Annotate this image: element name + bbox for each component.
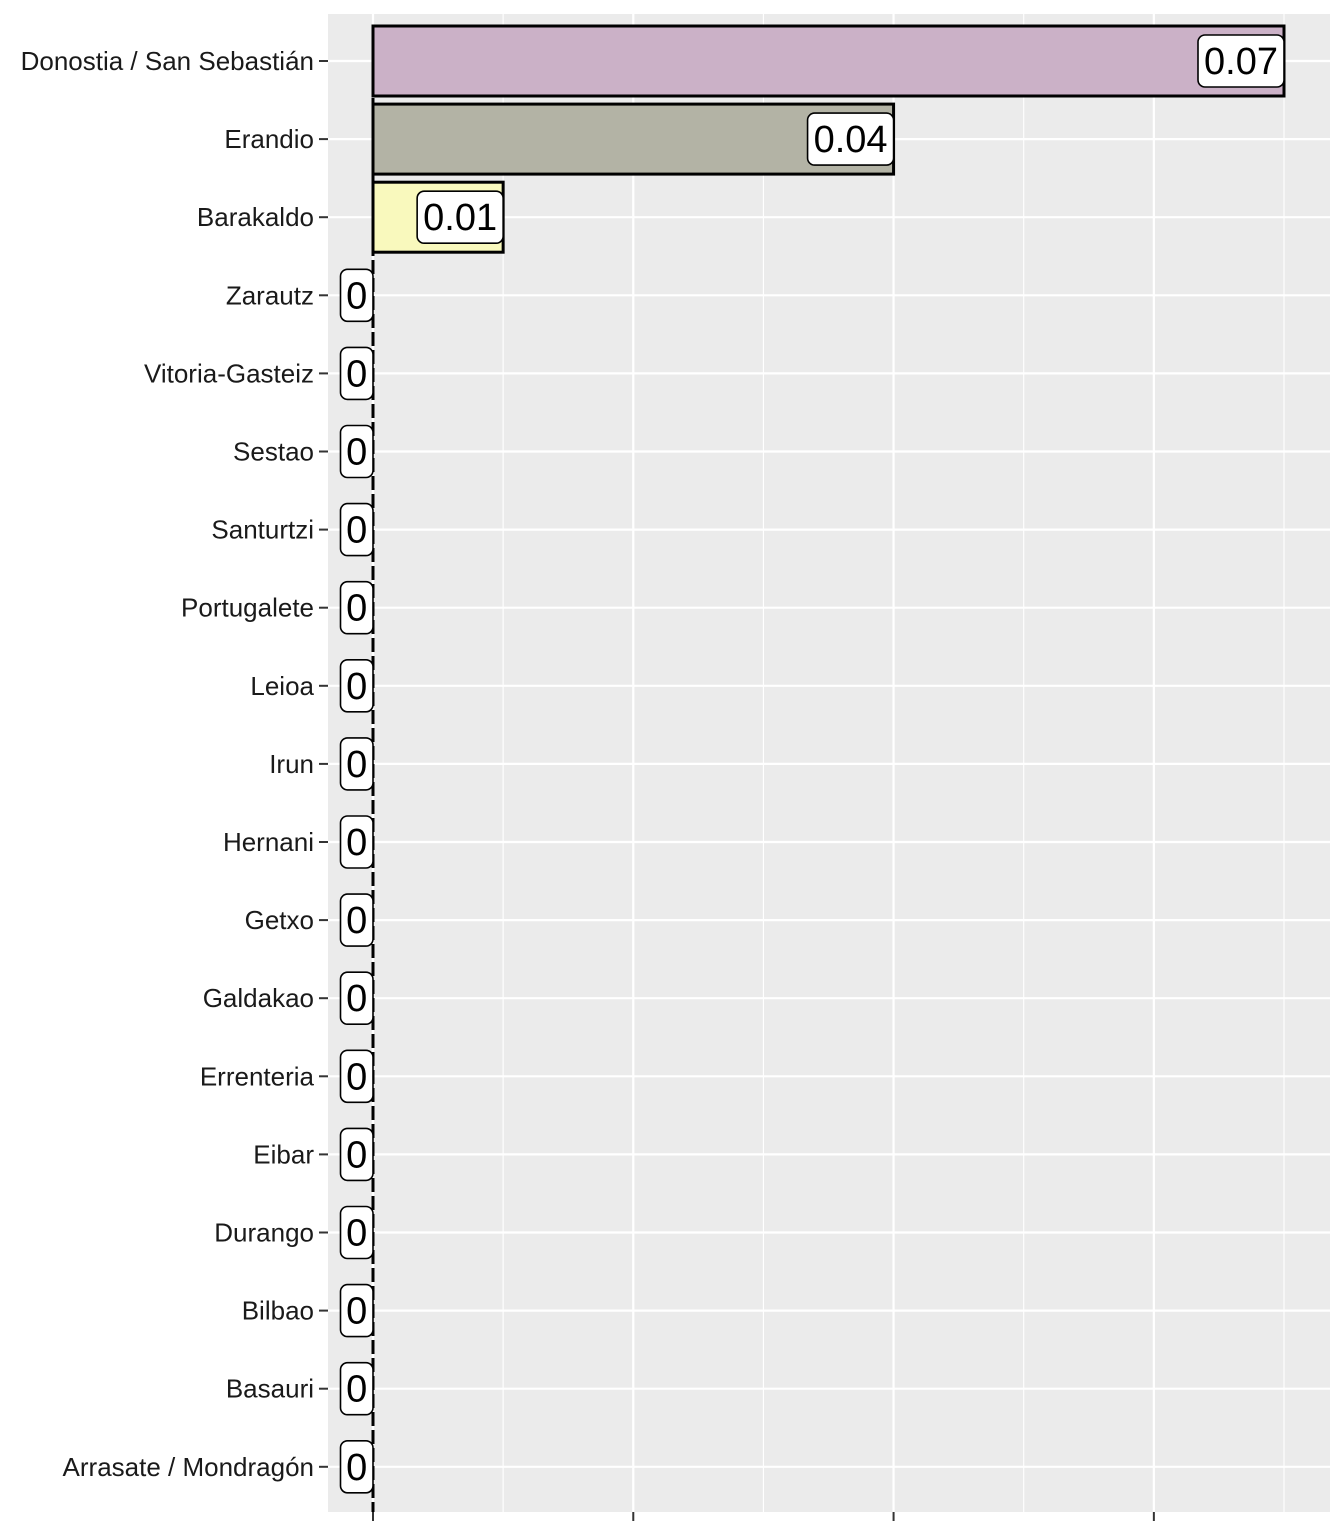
value-label-background [339, 815, 374, 869]
value-label-box: 0.04 [806, 112, 895, 166]
value-label: 0 [346, 510, 367, 552]
value-label: 0 [346, 353, 367, 395]
value-label-box: 0 [339, 737, 374, 791]
value-label-box: 0 [339, 268, 374, 323]
value-label-box: 0.01 [416, 190, 504, 244]
value-label: 0 [346, 1056, 367, 1098]
value-label: 0.07 [1204, 41, 1278, 83]
category-labels: Donostia / San Sebastián Erandio Barakaldo… [21, 46, 315, 1482]
category-label: Arrasate / Mondragón [63, 1452, 314, 1482]
value-label-box: 0 [339, 658, 374, 713]
category-label: Donostia / San Sebastián [21, 46, 314, 76]
value-label-background [339, 580, 374, 635]
value-label: 0 [346, 1213, 367, 1255]
value-label-box: 0 [339, 1283, 374, 1338]
value-label-background [339, 1049, 374, 1104]
value-label: 0 [346, 588, 367, 630]
value-label-box: 0 [339, 1361, 374, 1416]
value-label: 0 [346, 666, 367, 708]
category-label: Santurtzi [211, 515, 314, 545]
value-label-background [339, 971, 374, 1026]
value-label-box: 0 [339, 1440, 374, 1494]
value-label-background [1197, 34, 1285, 88]
value-label-box: 0 [339, 580, 374, 635]
value-label-box: 0 [339, 1049, 374, 1104]
value-label-background [339, 1205, 374, 1260]
category-label: Erandio [224, 124, 314, 154]
category-label: Vitoria-Gasteiz [144, 358, 314, 388]
value-label-box: 0 [339, 1205, 374, 1260]
category-label: Basauri [226, 1374, 314, 1404]
bar [371, 24, 1286, 98]
value-label-background [339, 424, 374, 479]
value-label-box: 0 [339, 893, 374, 947]
value-label: 0 [346, 978, 367, 1020]
value-label: 0 [346, 432, 367, 474]
value-label-background [339, 1440, 374, 1494]
value-label: 0.04 [814, 119, 888, 161]
value-label-background [416, 190, 504, 244]
category-label: Getxo [245, 905, 314, 935]
axis-ticks [319, 60, 1155, 1521]
category-label: Sestao [233, 437, 314, 467]
value-label-box: 0 [339, 502, 374, 557]
value-label: 0 [346, 1291, 367, 1333]
category-label: Errenteria [200, 1061, 315, 1091]
category-label: Galdakao [203, 983, 314, 1013]
category-label: Barakaldo [197, 202, 314, 232]
value-label: 0 [346, 744, 367, 786]
category-label: Zarautz [226, 280, 314, 310]
value-label-background [339, 658, 374, 713]
category-label: Durango [214, 1218, 314, 1248]
value-label-background [339, 737, 374, 791]
value-label-box: 0 [339, 815, 374, 869]
value-label: 0 [346, 822, 367, 864]
category-label: Leioa [250, 671, 314, 701]
category-label: Bilbao [242, 1296, 314, 1326]
value-label: 0 [346, 1134, 367, 1176]
value-label-background [339, 268, 374, 323]
value-label-box: 0.07 [1197, 34, 1285, 88]
value-label-background [339, 1361, 374, 1416]
value-label-box: 0 [339, 971, 374, 1026]
value-label-background [339, 1283, 374, 1338]
value-label: 0.01 [423, 197, 497, 239]
value-label-box: 0 [339, 1127, 374, 1182]
category-label: Eibar [253, 1139, 314, 1169]
value-label: 0 [346, 275, 367, 317]
value-label-background [339, 346, 374, 401]
value-label-box: 0 [339, 424, 374, 479]
category-label: Irun [269, 749, 314, 779]
value-label-background [339, 1127, 374, 1182]
value-label-box: 0 [339, 346, 374, 401]
category-label: Hernani [223, 827, 314, 857]
value-label-background [806, 112, 895, 166]
value-label: 0 [346, 1369, 367, 1411]
value-labels: 0.07 0.04 0.01 0 0 0 0 0 0 0 0 0 0 0 0 0 0 0 0 [339, 34, 1285, 1494]
value-label: 0 [346, 900, 367, 942]
value-label-background [339, 893, 374, 947]
value-label: 0 [346, 1447, 367, 1489]
category-label: Portugalete [181, 593, 314, 623]
value-label-background [339, 502, 374, 557]
